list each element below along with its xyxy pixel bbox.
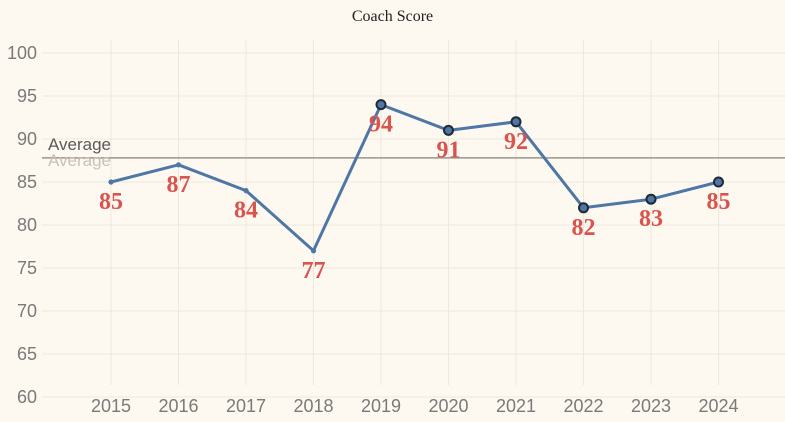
data-point <box>175 162 182 168</box>
y-tick-label: 100 <box>7 43 37 63</box>
data-label: 87 <box>167 172 191 198</box>
x-axis: 2015 2016 2017 2018 2019 2020 2021 2022 2023 2024 <box>91 396 739 416</box>
x-tick-label: 2023 <box>631 396 671 416</box>
data-label: 85 <box>99 189 123 215</box>
chart-title: Coach Score <box>352 8 433 25</box>
y-axis: 60 65 70 75 80 85 90 95 100 <box>7 43 37 407</box>
data-label: 92 <box>504 129 528 155</box>
data-point <box>713 176 724 188</box>
y-tick-label: 70 <box>17 301 37 321</box>
data-label: 85 <box>707 189 731 215</box>
data-point <box>310 248 317 254</box>
x-tick-label: 2019 <box>361 396 401 416</box>
gridlines <box>42 40 785 398</box>
x-tick-label: 2021 <box>496 396 536 416</box>
y-tick-label: 90 <box>17 129 37 149</box>
data-point <box>108 179 114 185</box>
x-tick-label: 2022 <box>563 396 603 416</box>
average-label: Average <box>48 135 111 154</box>
x-tick-label: 2017 <box>226 396 266 416</box>
data-point <box>578 202 589 214</box>
series-line <box>109 103 720 253</box>
data-label: 91 <box>437 137 461 163</box>
y-tick-label: 95 <box>17 86 37 106</box>
y-tick-label: 80 <box>17 215 37 235</box>
y-tick-label: 60 <box>17 387 37 407</box>
x-tick-label: 2018 <box>293 396 333 416</box>
y-tick-label: 65 <box>17 344 37 364</box>
x-tick-label: 2015 <box>91 396 131 416</box>
data-label: 94 <box>369 112 393 138</box>
data-label: 82 <box>572 215 596 241</box>
average-label-shadow: Average <box>48 151 111 170</box>
data-label: 77 <box>302 258 326 284</box>
y-tick-label: 75 <box>17 258 37 278</box>
data-point <box>510 116 522 128</box>
y-tick-label: 85 <box>17 172 37 192</box>
data-point <box>645 193 657 205</box>
x-tick-label: 2016 <box>158 396 198 416</box>
data-point <box>443 124 454 136</box>
x-tick-label: 2024 <box>698 396 738 416</box>
data-label: 83 <box>639 206 663 232</box>
series-group <box>108 99 724 254</box>
data-point <box>243 188 249 194</box>
data-labels: 85 87 84 77 94 91 92 82 83 85 <box>99 112 731 284</box>
x-tick-label: 2020 <box>428 396 468 416</box>
data-point <box>375 99 387 111</box>
data-label: 84 <box>234 198 258 224</box>
